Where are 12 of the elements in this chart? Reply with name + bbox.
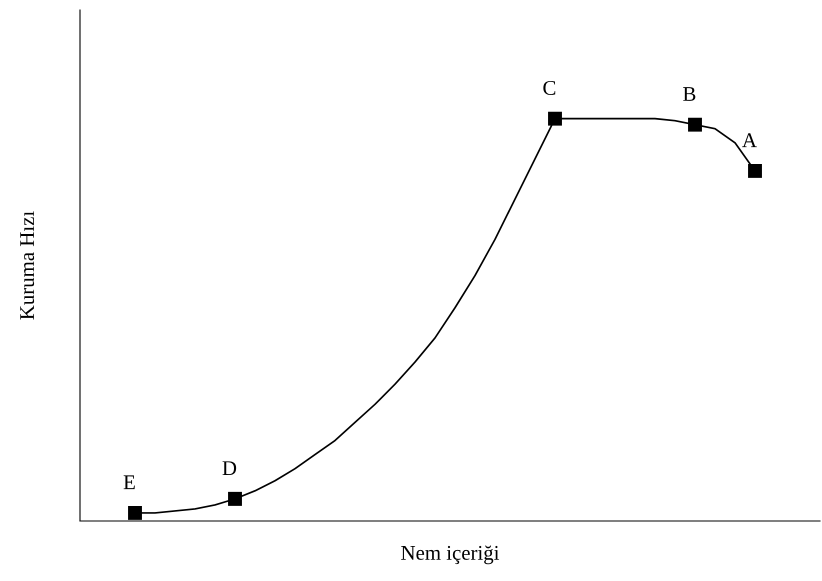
annotation: D — [222, 461, 236, 476]
point — [688, 118, 702, 132]
point — [128, 506, 142, 520]
point — [748, 164, 762, 178]
point — [228, 492, 242, 506]
annotation: E — [124, 475, 135, 490]
annotation: C — [543, 80, 556, 95]
x-axis-title: Nem içeriği — [401, 545, 500, 564]
y-axis-title: Kuruma Hızı — [20, 211, 34, 320]
annotation: B — [683, 87, 696, 101]
annotation: A — [742, 133, 757, 148]
point — [548, 112, 562, 126]
